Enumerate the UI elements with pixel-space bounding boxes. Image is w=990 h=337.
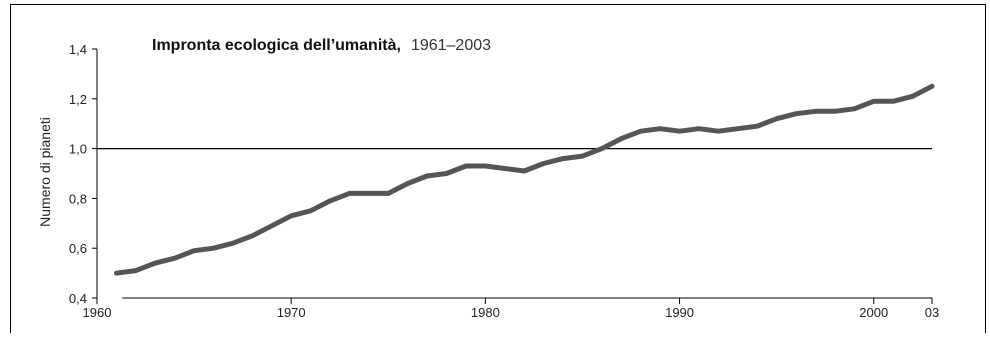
x-tick-label: 03 (925, 305, 939, 320)
y-axis: 0,4 0,6 0,8 1,0 1,2 1,4 (69, 42, 98, 306)
x-tick-label: 1980 (471, 305, 500, 320)
y-tick-label: 1,4 (69, 42, 87, 57)
x-axis: 1960 1970 1980 1990 2000 03 (83, 297, 939, 320)
chart-title-main: Impronta ecologica dell’umanità, (152, 37, 401, 54)
chart-title: Impronta ecologica dell’umanità, 1961–20… (152, 37, 491, 54)
chart-title-years: 1961–2003 (411, 37, 491, 54)
y-tick-label: 1,0 (69, 142, 87, 157)
x-tick-label: 1990 (665, 305, 694, 320)
series-line (113, 83, 935, 276)
y-axis-title: Numero di pianeti (37, 117, 53, 227)
y-tick-label: 0,6 (69, 241, 87, 256)
y-tick-label: 1,2 (69, 92, 87, 107)
x-tick-label: 1970 (277, 305, 306, 320)
y-tick-label: 0,4 (69, 291, 87, 306)
x-tick-label: 2000 (859, 305, 888, 320)
x-tick-label: 1960 (83, 305, 112, 320)
y-tick-label: 0,8 (69, 191, 87, 206)
